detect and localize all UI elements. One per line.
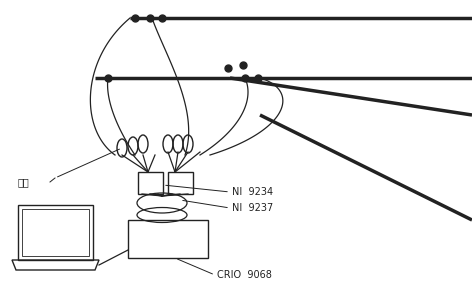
- Bar: [22, 209, 89, 256]
- Bar: [18, 205, 93, 260]
- Bar: [138, 172, 163, 194]
- Text: 桥盒: 桥盒: [18, 177, 30, 187]
- Text: NI  9234: NI 9234: [232, 187, 273, 197]
- Bar: [168, 172, 193, 194]
- Text: CRIO  9068: CRIO 9068: [217, 270, 272, 280]
- Bar: [128, 220, 208, 258]
- Text: NI  9237: NI 9237: [232, 203, 273, 213]
